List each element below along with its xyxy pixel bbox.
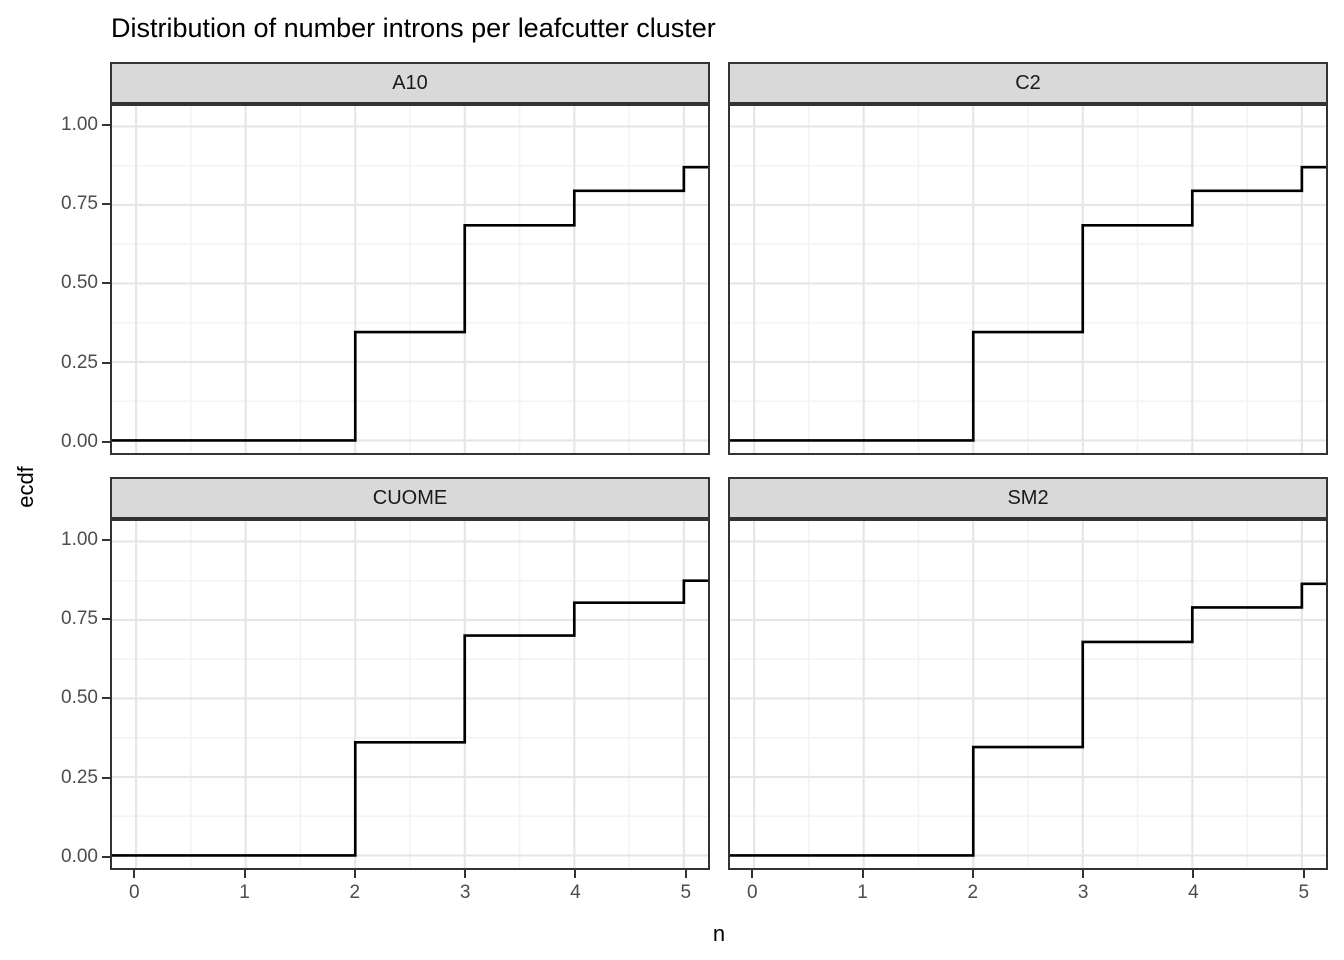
y-tick-mark xyxy=(102,697,110,700)
y-tick-mark xyxy=(102,618,110,621)
facet-strip-label: CUOME xyxy=(372,486,448,509)
ecdf-step-line xyxy=(112,579,708,857)
x-tick-mark xyxy=(1192,870,1195,878)
y-tick-label: 0.00 xyxy=(61,846,98,868)
x-tick-label: 2 xyxy=(349,882,361,903)
ecdf-plot-cuome xyxy=(112,521,708,868)
x-tick-label: 2 xyxy=(967,882,979,903)
y-tick-label: 0.75 xyxy=(61,608,98,630)
x-tick-mark xyxy=(243,870,246,878)
y-tick-mark xyxy=(102,441,110,444)
ecdf-step-line xyxy=(112,165,708,442)
ecdf-step-line xyxy=(730,582,1326,857)
y-tick-label: 0.75 xyxy=(61,193,98,215)
y-tick-label: 0.50 xyxy=(61,272,98,294)
y-tick-label: 0.00 xyxy=(61,431,98,453)
x-tick-mark xyxy=(971,870,974,878)
x-tick-label: 4 xyxy=(570,882,581,903)
x-tick-mark xyxy=(464,870,467,878)
y-tick-mark xyxy=(102,282,110,285)
x-tick-mark xyxy=(133,870,136,878)
x-tick-mark xyxy=(1082,870,1085,878)
major-gridlines xyxy=(112,521,708,868)
x-tick-label: 5 xyxy=(1298,882,1310,903)
ecdf-plot-c2 xyxy=(730,106,1326,453)
ecdf-plot-sm2 xyxy=(730,521,1326,868)
y-tick-label: 0.50 xyxy=(61,687,98,709)
y-tick-label: 1.00 xyxy=(61,528,98,550)
x-tick-label: 1 xyxy=(857,882,868,903)
y-tick-mark xyxy=(102,203,110,206)
facet-strip-c2: C2 xyxy=(728,62,1328,104)
chart-title: Distribution of number introns per leafc… xyxy=(111,13,716,43)
x-tick-label: 3 xyxy=(1077,882,1089,903)
facet-strip-a10: A10 xyxy=(110,62,710,104)
x-tick-mark xyxy=(1302,870,1305,878)
y-tick-label: 1.00 xyxy=(61,113,98,135)
x-tick-mark xyxy=(684,870,687,878)
facet-strip-label: C2 xyxy=(1015,71,1041,94)
y-tick-mark xyxy=(102,123,110,126)
y-tick-label: 0.25 xyxy=(61,766,98,788)
facet-strip-label: A10 xyxy=(392,71,428,94)
minor-gridlines xyxy=(112,106,708,453)
x-tick-mark xyxy=(861,870,864,878)
x-tick-label: 1 xyxy=(239,882,250,903)
facet-panel-sm2 xyxy=(728,519,1328,870)
facet-panel-c2 xyxy=(728,104,1328,455)
y-tick-mark xyxy=(102,538,110,541)
x-axis-title: n xyxy=(712,921,726,946)
x-tick-label: 4 xyxy=(1188,882,1199,903)
facet-strip-label: SM2 xyxy=(1007,486,1049,509)
x-tick-mark xyxy=(353,870,356,878)
x-tick-label: 0 xyxy=(128,882,140,903)
y-axis-title: ecdf xyxy=(13,466,38,508)
minor-gridlines xyxy=(730,106,1326,453)
facet-panel-cuome xyxy=(110,519,710,870)
minor-gridlines xyxy=(112,521,708,868)
y-tick-mark xyxy=(102,776,110,779)
y-tick-mark xyxy=(102,361,110,364)
y-tick-mark xyxy=(102,856,110,859)
x-tick-label: 0 xyxy=(746,882,758,903)
facet-strip-sm2: SM2 xyxy=(728,477,1328,519)
x-tick-label: 5 xyxy=(680,882,692,903)
y-tick-label: 0.25 xyxy=(61,351,98,373)
x-tick-mark xyxy=(574,870,577,878)
facet-strip-cuome: CUOME xyxy=(110,477,710,519)
x-tick-mark xyxy=(751,870,754,878)
x-tick-label: 3 xyxy=(459,882,471,903)
minor-gridlines xyxy=(730,521,1326,868)
ecdf-step-line xyxy=(730,165,1326,442)
ecdf-plot-a10 xyxy=(112,106,708,453)
facet-panel-a10 xyxy=(110,104,710,455)
